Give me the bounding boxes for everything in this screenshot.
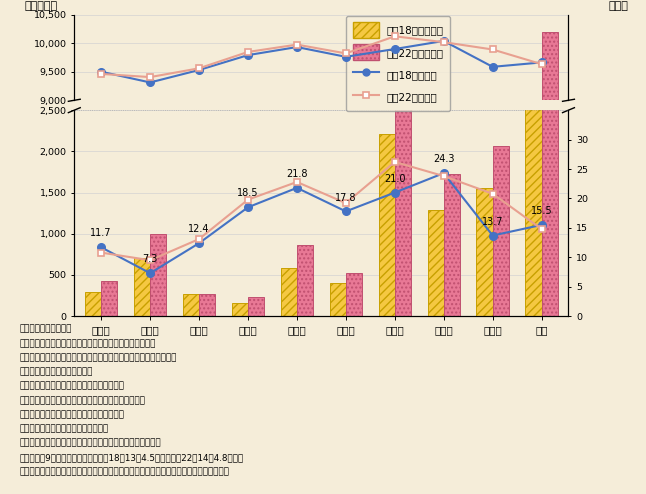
Bar xyxy=(379,487,395,494)
Text: 15.5: 15.5 xyxy=(531,206,552,216)
Bar xyxy=(248,296,264,316)
Bar xyxy=(379,134,395,316)
Text: 11.7: 11.7 xyxy=(90,228,112,239)
Bar xyxy=(297,246,313,316)
Bar xyxy=(541,32,557,494)
Bar xyxy=(329,283,346,316)
Text: 九州圈：福岡、佐賀、長崎、熊本、大分、宮崎、鹿児島: 九州圈：福岡、佐賀、長崎、熊本、大分、宮崎、鹿児島 xyxy=(19,439,161,448)
Bar xyxy=(444,174,460,316)
Bar xyxy=(134,258,150,316)
Text: 21.8: 21.8 xyxy=(286,169,307,179)
Text: 12.4: 12.4 xyxy=(189,224,210,234)
Text: 四国圈：徳島、香川、愛媛、高知: 四国圈：徳島、香川、愛媛、高知 xyxy=(19,424,109,434)
Text: （％）: （％） xyxy=(608,0,628,10)
Text: 中国圈：鳥取、島根、岡山、広島、山口: 中国圈：鳥取、島根、岡山、広島、山口 xyxy=(19,410,124,419)
Text: 24.3: 24.3 xyxy=(433,154,454,165)
Bar xyxy=(493,146,509,316)
Text: 北陸圈：富山、石川、福井: 北陸圈：富山、石川、福井 xyxy=(19,368,92,376)
Text: 18.5: 18.5 xyxy=(237,188,259,199)
Text: 東北圈：青森、岩手、宮城、秋田、山形、福島、新潟: 東北圈：青森、岩手、宮城、秋田、山形、福島、新潟 xyxy=(19,339,156,348)
Bar xyxy=(428,210,444,316)
Bar xyxy=(525,0,541,316)
Bar xyxy=(395,463,411,494)
Text: 首都圈：茨城、栃木、群馬、埼玉、千葉、東京、神奈川、山梨: 首都圈：茨城、栃木、群馬、埼玉、千葉、東京、神奈川、山梨 xyxy=(19,353,177,362)
Bar xyxy=(281,268,297,316)
Text: 資料）「過疎地域等における集落の状況に関する現況把握調査」をもとに国土交通省作成: 資料）「過疎地域等における集落の状況に関する現況把握調査」をもとに国土交通省作成 xyxy=(19,467,229,476)
Bar xyxy=(541,0,557,316)
Bar xyxy=(183,294,199,316)
Text: （集落数）: （集落数） xyxy=(25,0,58,10)
Text: 中部圈：長野、岐阜、静岡、愛知、三重: 中部圈：長野、岐阜、静岡、愛知、三重 xyxy=(19,382,124,391)
Text: 近畑圈：滋賀、京都、大阪、兵庫、奈良、和歌山: 近畑圈：滋賀、京都、大阪、兵庫、奈良、和歌山 xyxy=(19,396,145,405)
Bar xyxy=(477,188,493,316)
Bar xyxy=(199,294,215,316)
Text: 7.3: 7.3 xyxy=(143,254,158,264)
Text: 21.0: 21.0 xyxy=(384,174,406,184)
Bar xyxy=(525,140,541,494)
Bar xyxy=(346,273,362,316)
Text: 17.8: 17.8 xyxy=(335,193,357,203)
Text: 13.7: 13.7 xyxy=(482,217,503,227)
Bar xyxy=(101,281,118,316)
Bar xyxy=(150,234,166,316)
Bar xyxy=(232,303,248,316)
Bar xyxy=(85,292,101,316)
Legend: 平成18（集落数）, 平成22（集落数）, 平成18（割合）, 平成22（割合）: 平成18（集落数）, 平成22（集落数）, 平成18（割合）, 平成22（割合） xyxy=(346,16,450,111)
Text: （注）北海道：北海道: （注）北海道：北海道 xyxy=(19,325,72,333)
Bar xyxy=(395,99,411,316)
Text: 合計は9ブロック＋沖縄県（平成18：13（4.5％）、平成22：14（4.8％））: 合計は9ブロック＋沖縄県（平成18：13（4.5％）、平成22：14（4.8％）… xyxy=(19,453,244,462)
